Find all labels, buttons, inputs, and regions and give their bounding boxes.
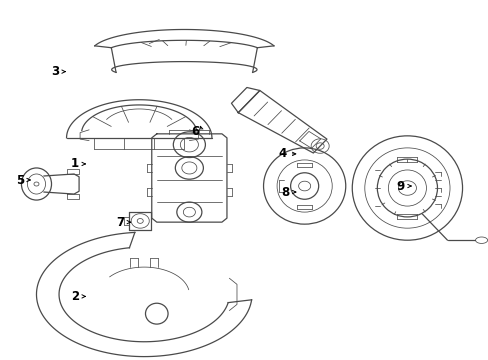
Text: 2: 2	[71, 290, 79, 303]
Text: 8: 8	[281, 185, 289, 199]
Text: 4: 4	[278, 147, 286, 161]
Text: 3: 3	[51, 65, 59, 78]
Text: 6: 6	[191, 125, 199, 138]
Text: 1: 1	[71, 157, 79, 170]
Text: 5: 5	[16, 174, 24, 186]
Text: 9: 9	[396, 180, 404, 193]
Text: 7: 7	[116, 216, 124, 229]
